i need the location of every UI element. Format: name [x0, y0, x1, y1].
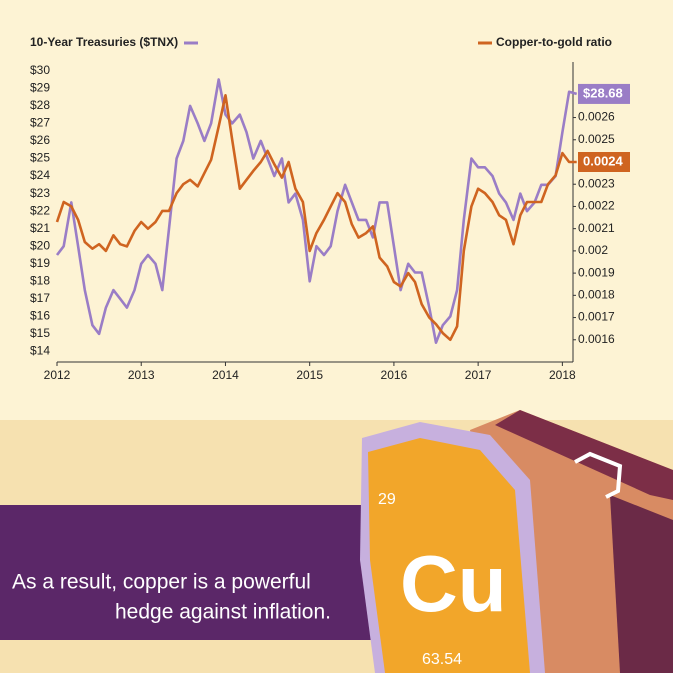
series-line	[55, 78, 578, 344]
y-tick-label: $25	[30, 151, 50, 165]
y-tick-label: $28	[30, 98, 50, 112]
y2-tick-label: 0.0025	[578, 132, 615, 146]
legend-label: Copper-to-gold ratio	[496, 35, 612, 49]
y-tick-label: $14	[30, 344, 50, 358]
x-tick-label: 2012	[44, 368, 71, 382]
y2-tick-label: 0.0016	[578, 332, 615, 346]
caption-line: hedge against inflation.	[115, 601, 331, 624]
box-handle	[574, 451, 623, 499]
y-tick-label: $15	[30, 326, 50, 340]
x-tick-label: 2013	[128, 368, 155, 382]
y-tick-label: $22	[30, 203, 50, 217]
y-tick-label: $17	[30, 291, 50, 305]
element-number: 29	[378, 491, 396, 508]
y2-tick-label: 0.0018	[578, 288, 615, 302]
y2-tick-label: 0.0021	[578, 221, 615, 235]
x-tick-label: 2014	[212, 368, 239, 382]
y2-tick-label: 0.0017	[578, 310, 615, 324]
y-tick-label: $26	[30, 133, 50, 147]
y2-tick-label: 0.0019	[578, 265, 615, 279]
tile-face	[368, 438, 530, 673]
end-label-badge	[578, 152, 630, 172]
series-line	[55, 94, 577, 342]
end-label: 0.0024	[583, 153, 624, 168]
x-tick-label: 2016	[381, 368, 408, 382]
element-symbol: Cu	[400, 539, 507, 628]
y-tick-label: $16	[30, 309, 50, 323]
y-tick-label: $29	[30, 80, 50, 94]
x-tick-label: 2017	[465, 368, 492, 382]
y-tick-label: $20	[30, 238, 50, 252]
y-tick-label: $18	[30, 273, 50, 287]
y2-tick-label: 0.0022	[578, 199, 615, 213]
y-tick-label: $27	[30, 116, 50, 130]
y2-tick-label: 0.0023	[578, 176, 615, 190]
y-tick-label: $24	[30, 168, 50, 182]
caption-line: As a result, copper is a powerful	[12, 571, 311, 594]
end-label-badge	[578, 83, 630, 104]
x-tick-label: 2015	[296, 368, 323, 382]
y-tick-label: $19	[30, 256, 50, 270]
element-mass: 63.54	[422, 651, 462, 668]
y-tick-label: $21	[30, 221, 50, 235]
box-front	[610, 495, 673, 673]
y-tick-label: $30	[30, 63, 50, 77]
y-tick-label: $23	[30, 186, 50, 200]
end-label: $28.68	[583, 85, 623, 100]
y2-tick-label: 0.002	[578, 243, 608, 257]
x-tick-label: 2018	[549, 368, 576, 382]
y2-tick-label: 0.0026	[578, 110, 615, 124]
legend-label: 10-Year Treasuries ($TNX)	[30, 35, 178, 49]
